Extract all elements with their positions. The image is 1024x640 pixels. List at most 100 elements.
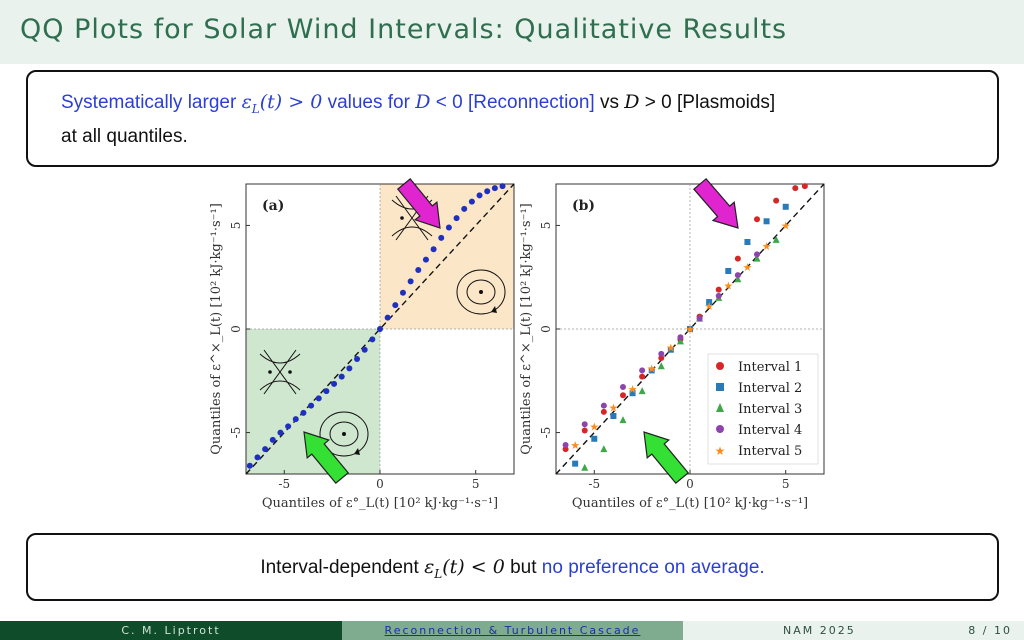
epsilon-subscript-2: L [434, 566, 443, 581]
x-dot [400, 216, 404, 220]
data-point [269, 436, 276, 443]
data-point: ★ [666, 342, 676, 355]
legend-entry: Interval 4 [738, 423, 802, 438]
data-point [430, 246, 437, 253]
data-point [562, 446, 569, 453]
data-point [246, 462, 253, 469]
data-point [346, 365, 353, 372]
data-point [445, 224, 452, 231]
y-axis-label: Quantiles of ε^×_L(t) [10² kJ·kg⁻¹·s⁻¹] [519, 203, 534, 455]
data-point [415, 266, 422, 273]
data-point [254, 454, 261, 461]
data-point [461, 205, 468, 212]
data-point [476, 192, 483, 199]
versus-text: vs [594, 92, 625, 113]
data-point: ★ [589, 420, 599, 433]
data-point [620, 392, 626, 399]
legend-marker [716, 383, 724, 391]
data-point [581, 463, 589, 471]
data-point: ★ [628, 383, 638, 396]
data-point [734, 275, 742, 283]
footer-title-link[interactable]: Reconnection & Turbulent Cascade [342, 621, 683, 640]
finding-part-1: Systematically larger [61, 92, 242, 113]
data-point [315, 395, 322, 402]
x-dot [268, 370, 272, 374]
data-point: ★ [723, 280, 733, 293]
data-point [361, 346, 368, 353]
panel-a: -5 -5 0 0 5 5 Quantiles of ε°_L(t) [10² kJ·kg⁻… [209, 183, 515, 511]
y-tick-label: 0 [229, 325, 243, 333]
data-point [773, 197, 780, 204]
data-point [620, 384, 626, 390]
data-point: ★ [762, 240, 772, 253]
data-point [581, 427, 588, 434]
data-point [438, 234, 445, 241]
data-point [687, 326, 693, 332]
y-tick-label: -5 [229, 427, 243, 439]
data-point [300, 409, 307, 416]
data-point [792, 185, 799, 192]
secondary-finding-box: Interval-dependent εL(t) < 0 but no pref… [26, 533, 999, 601]
legend-marker: ★ [715, 444, 726, 458]
data-point [369, 336, 376, 343]
green-arrow-b [643, 431, 690, 484]
data-point [753, 254, 761, 262]
epsilon-symbol-2: ε [424, 556, 435, 578]
o-centre [479, 290, 483, 294]
data-point [292, 416, 299, 423]
reconnection-sketch-lower [259, 349, 301, 395]
y-axis-label: Quantiles of ε^×_L(t) [10² kJ·kg⁻¹·s⁻¹] [209, 203, 224, 455]
data-point [377, 326, 383, 332]
data-point: ★ [570, 439, 580, 452]
x-axis-label: Quantiles of ε°_L(t) [10² kJ·kg⁻¹·s⁻¹] [262, 496, 498, 511]
legend-marker [716, 403, 724, 412]
data-point [484, 188, 491, 195]
data-point [338, 373, 345, 380]
x-tick-label: -5 [278, 477, 290, 491]
secondary-highlight: no preference on average. [541, 557, 765, 578]
green-arrow-a [303, 431, 350, 484]
slide-title: QQ Plots for Solar Wind Intervals: Quali… [20, 14, 788, 45]
legend-marker [716, 362, 724, 370]
epsilon-symbol: ε [241, 91, 252, 113]
data-point [308, 402, 315, 409]
data-point [499, 183, 506, 190]
data-point [754, 251, 760, 258]
data-point [734, 272, 741, 279]
plasmoid-sketch-lower [319, 411, 369, 457]
data-point [648, 367, 655, 374]
legend-entry: Interval 1 [738, 360, 802, 375]
x-tick-label: 5 [782, 477, 790, 491]
data-point: ★ [608, 402, 618, 415]
data-point [772, 235, 780, 243]
data-point: ★ [685, 323, 695, 336]
x-tick-label: 0 [686, 477, 694, 491]
data-point [667, 346, 674, 353]
secondary-part-2: but [504, 557, 542, 578]
data-point [677, 334, 684, 341]
data-point [354, 356, 361, 363]
plasmoid-sketch-upper [456, 269, 506, 315]
data-point [658, 355, 665, 361]
header-bar: QQ Plots for Solar Wind Intervals: Quali… [0, 0, 1024, 64]
secondary-finding-text: Interval-dependent εL(t) < 0 but no pref… [28, 553, 997, 588]
data-point [696, 315, 703, 322]
data-point [562, 442, 569, 448]
footer-page-number: 8 / 10 [968, 624, 1012, 637]
footer-info: NAM 2025 8 / 10 [683, 621, 1024, 640]
secondary-part-1: Interval-dependent [260, 557, 425, 578]
legend-entry: Interval 5 [738, 444, 802, 459]
data-point [453, 215, 460, 222]
data-point [676, 337, 684, 345]
data-point [744, 239, 751, 245]
data-point [639, 373, 646, 380]
data-point [384, 314, 391, 321]
y-tick-label: -5 [539, 427, 553, 439]
data-point [619, 416, 627, 424]
data-point [657, 362, 665, 370]
data-point [331, 380, 338, 387]
data-point [572, 460, 579, 467]
o-ring [319, 411, 369, 457]
data-point [600, 445, 608, 453]
data-point [491, 185, 498, 192]
